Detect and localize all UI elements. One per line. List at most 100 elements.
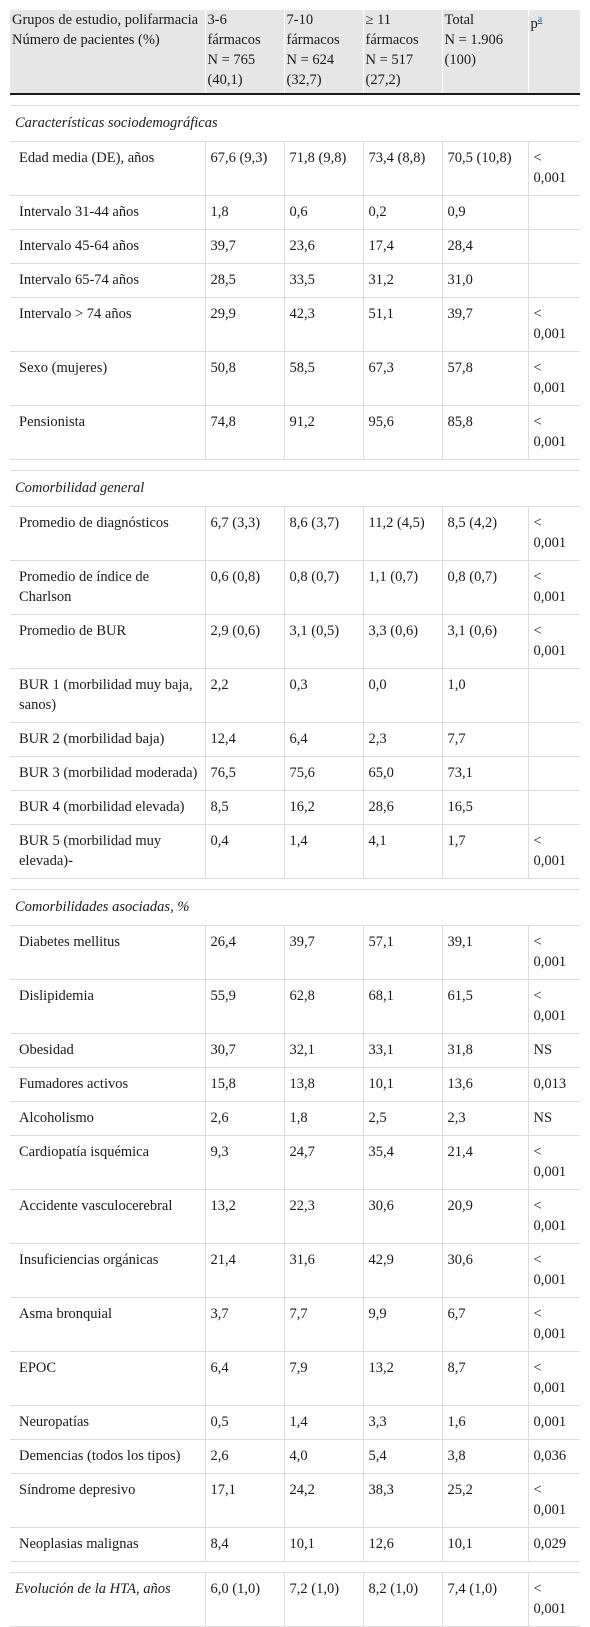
cell-p-value: < 0,001 xyxy=(528,1297,580,1352)
row-label: Neoplasias malignas xyxy=(10,1527,206,1562)
cell-value: 39,7 xyxy=(284,925,364,980)
cell-p-value: < 0,001 xyxy=(528,925,580,980)
cell-value: 61,5 xyxy=(442,979,529,1034)
cell-p-value xyxy=(528,195,580,230)
spacer-row xyxy=(10,94,580,106)
cell-value: 0,9 xyxy=(442,195,529,230)
cell-p-value: < 0,001 xyxy=(528,1135,580,1190)
cell-value: 33,5 xyxy=(284,263,364,298)
cell-value: 2,3 xyxy=(442,1101,529,1136)
section-title: Características sociodemográficas xyxy=(10,105,580,142)
cell-p-value: < 0,001 xyxy=(528,614,580,669)
table-row: BUR 3 (morbilidad moderada) 76,5 75,6 65,0 7… xyxy=(10,756,580,791)
row-label: BUR 4 (morbilidad elevada) xyxy=(10,790,206,825)
cell-value: 42,3 xyxy=(284,297,364,352)
cell-value: 67,3 xyxy=(363,351,443,406)
row-label: BUR 2 (morbilidad baja) xyxy=(10,722,206,757)
cell-value: 24,2 xyxy=(284,1473,364,1528)
cell-value: 2,6 xyxy=(205,1439,285,1474)
section-title: Comorbilidades asociadas, % xyxy=(10,889,580,926)
spacer-cell xyxy=(10,878,580,890)
cell-value: 31,2 xyxy=(363,263,443,298)
table-row: EPOC 6,4 7,9 13,2 8,7 < 0,001 xyxy=(10,1351,580,1406)
cell-value: 21,4 xyxy=(205,1243,285,1298)
row-label: EPOC xyxy=(10,1351,206,1406)
cell-value: 39,7 xyxy=(205,229,285,264)
header-group-label: Total xyxy=(444,12,475,28)
row-label: Intervalo 31-44 años xyxy=(10,195,206,230)
cell-value: 0,3 xyxy=(284,668,364,723)
cell-p-value: < 0,001 xyxy=(528,560,580,615)
cell-p-value: 0,001 xyxy=(528,1405,580,1440)
table-row: Demencias (todos los tipos) 2,6 4,0 5,4 3,8 0… xyxy=(10,1439,580,1474)
header-col0-line2: Número de pacientes (%) xyxy=(12,32,160,48)
table-row: Evolución de la HTA, años 6,0 (1,0) 7,2 (1… xyxy=(10,1572,580,1627)
cell-value: 0,0 xyxy=(363,668,443,723)
table-row: Accidente vasculocerebral 13,2 22,3 30,6 20,… xyxy=(10,1189,580,1244)
cell-value: 17,1 xyxy=(205,1473,285,1528)
cell-value: 71,8 (9,8) xyxy=(284,141,364,196)
table-row: Diabetes mellitus 26,4 39,7 57,1 39,1 < 0,001 xyxy=(10,925,580,980)
header-group-2: 7-10 fármacos N = 624 (32,7) xyxy=(284,10,364,95)
cell-value: 1,8 xyxy=(284,1101,364,1136)
row-label: Evolución de la HTA, años xyxy=(10,1572,206,1627)
cell-value: 3,1 (0,6) xyxy=(442,614,529,669)
header-group-total: Total N = 1.906 (100) xyxy=(442,10,529,95)
spacer-cell xyxy=(10,1561,580,1573)
cell-value: 21,4 xyxy=(442,1135,529,1190)
cell-value: 0,8 (0,7) xyxy=(284,560,364,615)
spacer-row xyxy=(10,459,580,471)
cell-value: 75,6 xyxy=(284,756,364,791)
cell-value: 62,8 xyxy=(284,979,364,1034)
cell-value: 3,8 xyxy=(442,1439,529,1474)
cell-value: 2,5 xyxy=(363,1101,443,1136)
cell-p-value: < 0,001 xyxy=(528,351,580,406)
footnote-link[interactable]: a xyxy=(537,14,543,25)
cell-value: 8,5 (4,2) xyxy=(442,506,529,561)
cell-value: 50,8 xyxy=(205,351,285,406)
cell-p-value: NS xyxy=(528,1101,580,1136)
table-row: Promedio de índice de Charlson 0,6 (0,8) 0… xyxy=(10,560,580,615)
cell-p-value: < 0,001 xyxy=(528,1351,580,1406)
cell-value: 3,1 (0,5) xyxy=(284,614,364,669)
cell-value: 4,0 xyxy=(284,1439,364,1474)
section-header-row: Comorbilidades asociadas, % xyxy=(10,889,580,926)
cell-value: 13,8 xyxy=(284,1067,364,1102)
cell-value: 85,8 xyxy=(442,405,529,460)
cell-value: 1,1 (0,7) xyxy=(363,560,443,615)
cell-value: 1,4 xyxy=(284,824,364,879)
row-label: Sexo (mujeres) xyxy=(10,351,206,406)
cell-value: 31,6 xyxy=(284,1243,364,1298)
cell-value: 9,3 xyxy=(205,1135,285,1190)
cell-value: 0,5 xyxy=(205,1405,285,1440)
table-row: Intervalo 31-44 años 1,8 0,6 0,2 0,9 xyxy=(10,195,580,230)
row-label: BUR 3 (morbilidad moderada) xyxy=(10,756,206,791)
cell-value: 28,4 xyxy=(442,229,529,264)
cell-value: 8,6 (3,7) xyxy=(284,506,364,561)
header-group-n: N = 765 (40,1) xyxy=(207,52,256,88)
cell-value: 1,8 xyxy=(205,195,285,230)
header-p-value: pa xyxy=(528,10,580,95)
cell-p-value: < 0,001 xyxy=(528,405,580,460)
header-col0-line1: Grupos de estudio, polifarmacia xyxy=(12,12,199,28)
cell-value: 5,4 xyxy=(363,1439,443,1474)
cell-value: 6,7 (3,3) xyxy=(205,506,285,561)
row-label: Demencias (todos los tipos) xyxy=(10,1439,206,1474)
cell-value: 23,6 xyxy=(284,229,364,264)
cell-value: 30,6 xyxy=(442,1243,529,1298)
cell-value: 30,6 xyxy=(363,1189,443,1244)
table-row: BUR 2 (morbilidad baja) 12,4 6,4 2,3 7,7 xyxy=(10,722,580,757)
section-header-row: Características sociodemográficas xyxy=(10,105,580,142)
cell-value: 73,4 (8,8) xyxy=(363,141,443,196)
spacer-cell xyxy=(10,94,580,106)
cell-value: 15,8 xyxy=(205,1067,285,1102)
cell-value: 42,9 xyxy=(363,1243,443,1298)
header-group-n: N = 517 (27,2) xyxy=(365,52,414,88)
cell-value: 76,5 xyxy=(205,756,285,791)
cell-value: 12,4 xyxy=(205,722,285,757)
cell-value: 11,2 (4,5) xyxy=(363,506,443,561)
cell-value: 10,1 xyxy=(363,1067,443,1102)
row-label: Dislipidemia xyxy=(10,979,206,1034)
row-label: Obesidad xyxy=(10,1033,206,1068)
table-row: Neoplasias malignas 8,4 10,1 12,6 10,1 0,029 xyxy=(10,1527,580,1562)
